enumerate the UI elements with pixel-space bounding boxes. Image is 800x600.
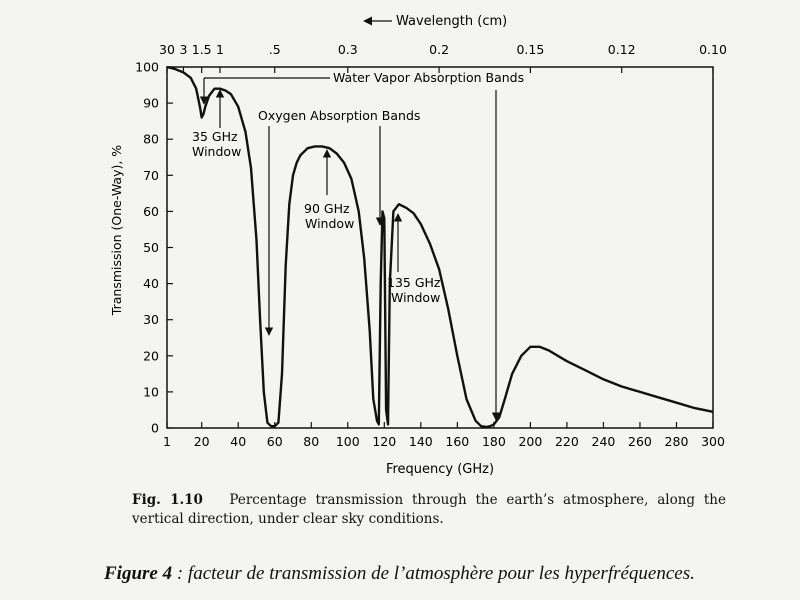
figure-4-text: : facteur de transmission de l’atmosphèr… [172,563,695,584]
top-tick-label: 0.12 [608,42,636,57]
x-tick-label: 260 [628,434,652,449]
y-tick-label: 10 [143,384,159,399]
x-tick-label: 300 [701,434,725,449]
x-tick-label: 280 [665,434,689,449]
top-tick-label: 0.3 [338,42,358,57]
x-tick-label: 40 [230,434,246,449]
top-tick-label: 0.15 [516,42,544,57]
oxygen-label: Oxygen Absorption Bands [258,108,420,123]
top-tick-label: 0.10 [699,42,727,57]
figure-4-label: Figure 4 [104,563,173,584]
top-tick-label: 30 [159,42,175,57]
top-tick-label: 1.5 [192,42,212,57]
x-tick-label: 60 [267,434,283,449]
transmission-chart: 1 20 40 60 80 100 120 140 160 180 200 220 240 260 280 3… [109,14,727,477]
top-axis-ticks: 30 3 1.5 1.5 0.3 0.2 0.15 0.12 0.10 [159,42,727,73]
x-axis-ticks: 1 20 40 60 80 100 120 140 160 180 200 220 240 260 280 3… [163,422,725,449]
x-tick-label: 80 [303,434,319,449]
x-tick-label: 1 [163,434,171,449]
top-tick-label: .5 [269,42,281,57]
y-tick-label: 40 [143,276,159,291]
x-tick-label: 180 [482,434,506,449]
transmission-curve [166,65,714,429]
window-135-annotation: 135 GHz Window [387,213,441,305]
caption-fig-label: Fig. 1.10 [132,492,203,508]
window-35-line2: Window [192,144,241,159]
window-90-line1: 90 GHz [304,201,350,216]
y-axis-ticks: 0 10 20 30 40 50 60 70 80 90 100 [135,60,173,436]
oxygen-annotation: Oxygen Absorption Bands [258,108,420,336]
x-tick-label: 100 [336,434,360,449]
water-vapor-annotation: Water Vapor Absorption Bands [199,70,524,421]
window-90-line2: Window [305,216,354,231]
y-tick-label: 30 [143,312,159,327]
top-axis-label: Wavelength (cm) [396,14,507,29]
figure-4-caption: Figure 4 : facteur de transmission de l’… [104,563,764,585]
window-135-line2: Window [391,290,440,305]
y-tick-label: 90 [143,96,159,111]
y-tick-label: 70 [143,168,159,183]
y-tick-label: 80 [143,132,159,147]
window-135-line1: 135 GHz [387,275,441,290]
x-tick-label: 20 [194,434,210,449]
plot-frame [166,66,714,429]
x-tick-label: 220 [555,434,579,449]
x-axis-label: Frequency (GHz) [386,462,494,477]
window-35-annotation: 35 GHz Window [192,89,241,159]
y-tick-label: 60 [143,204,159,219]
x-tick-label: 160 [445,434,469,449]
y-tick-label: 0 [151,421,159,436]
y-tick-label: 50 [143,240,159,255]
top-tick-label: 3 [179,42,187,57]
top-axis-title: Wavelength (cm) [363,14,507,29]
y-tick-label: 20 [143,348,159,363]
y-axis-label: Transmission (One-Way), % [109,145,124,316]
top-tick-label: 0.2 [429,42,449,57]
window-90-annotation: 90 GHz Window [304,149,354,231]
y-tick-label: 100 [135,60,159,75]
water-vapor-label: Water Vapor Absorption Bands [333,70,524,85]
x-tick-label: 240 [592,434,616,449]
top-tick-label: 1 [216,42,224,57]
caption-text: Percentage transmission through the eart… [132,492,726,527]
x-tick-label: 140 [409,434,433,449]
x-tick-label: 120 [372,434,396,449]
x-tick-label: 200 [518,434,542,449]
window-35-line1: 35 GHz [192,129,238,144]
figure-caption: Fig. 1.10 Percentage transmission throug… [132,491,726,529]
